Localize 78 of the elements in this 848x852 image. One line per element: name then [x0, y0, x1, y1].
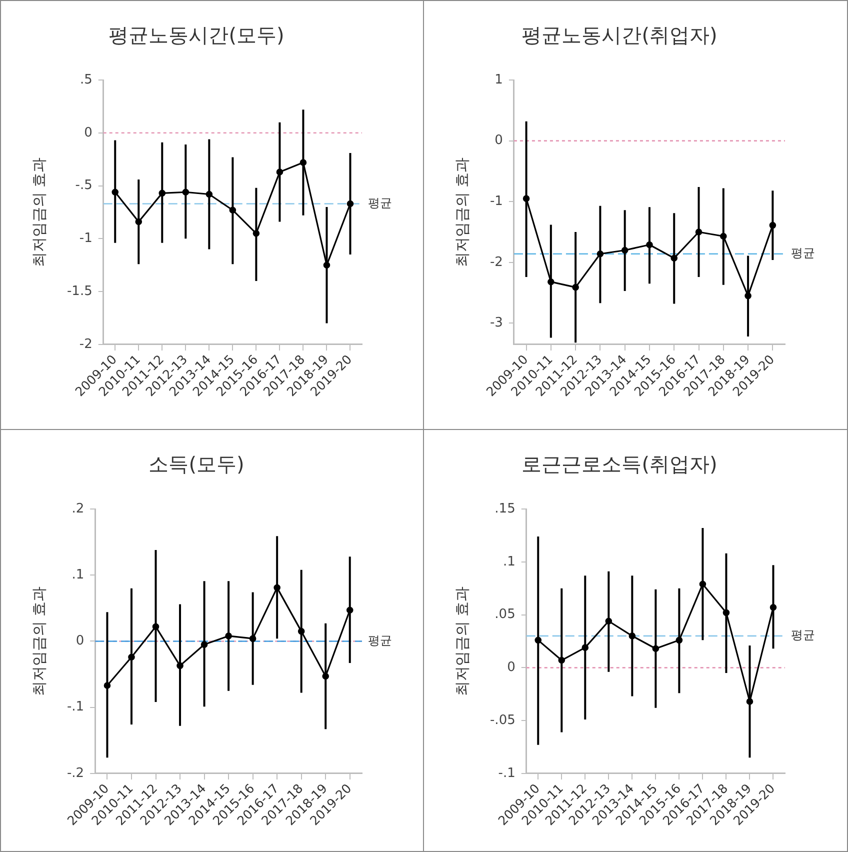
point [135, 218, 142, 226]
point [628, 632, 636, 640]
point [346, 200, 354, 208]
y-tick-label: -2 [490, 254, 503, 270]
y-tick-label: 0 [84, 125, 92, 140]
point [770, 604, 777, 611]
y-tick-label: .1 [72, 567, 84, 582]
y-tick-label: -.2 [66, 766, 84, 781]
y-tick-label: -.1 [66, 700, 84, 715]
y-tick-label: -1 [79, 231, 92, 246]
y-axis-title: 최저임금의 효과 [30, 157, 48, 268]
point [746, 698, 754, 705]
chart-title: 평균노동시간(취업자) [522, 23, 718, 48]
point [323, 262, 330, 269]
point [534, 636, 542, 644]
point [699, 580, 706, 588]
point [176, 662, 184, 670]
y-axis-title: 최저임금의 효과 [30, 586, 48, 696]
point [112, 188, 119, 196]
y-tick-label: 0 [494, 133, 503, 148]
y-tick-label: -1 [490, 194, 503, 209]
chart-title: 소득(모두) [148, 452, 244, 476]
y-tick-label: -.1 [498, 766, 516, 781]
point [322, 672, 330, 680]
point [276, 168, 284, 176]
y-tick-label: .2 [72, 501, 84, 516]
point [596, 250, 604, 258]
y-axis-title: 최저임금의 효과 [452, 157, 471, 268]
point [621, 246, 628, 254]
chart-title: 평균노동시간(모두) [108, 23, 284, 48]
point [206, 190, 213, 198]
point [572, 284, 579, 291]
point [558, 656, 566, 664]
y-tick-label: -.5 [75, 178, 92, 194]
point [582, 644, 589, 651]
point [182, 188, 190, 196]
y-tick-label: .1 [502, 554, 516, 570]
point [695, 228, 702, 236]
point [274, 584, 280, 592]
point [769, 222, 776, 229]
ref-line-label: 평균 [368, 633, 392, 648]
y-tick-label: -1.5 [66, 284, 92, 299]
chart-title: 로근근로소득(취업자) [522, 452, 718, 476]
y-tick-label: -2 [79, 336, 92, 352]
ref-line-label: 평균 [791, 628, 815, 642]
point [522, 195, 530, 202]
point [300, 159, 307, 166]
point [670, 254, 678, 262]
point [225, 632, 232, 640]
point [652, 645, 660, 652]
y-tick-label: -.05 [490, 712, 516, 728]
y-tick-label: .15 [494, 501, 516, 516]
point [152, 623, 160, 630]
point [720, 232, 727, 240]
point [229, 206, 236, 214]
point [200, 641, 208, 648]
y-tick-label: -3 [490, 316, 503, 331]
point [676, 636, 683, 644]
point [744, 292, 752, 300]
point [298, 628, 305, 635]
point [249, 635, 256, 642]
ref-line-label: 평균 [791, 246, 815, 260]
point [346, 606, 354, 614]
point [646, 241, 653, 248]
point [605, 618, 612, 625]
point [128, 654, 135, 660]
point [722, 609, 730, 616]
y-tick-label: 1 [494, 72, 503, 88]
point [548, 278, 554, 286]
point [104, 682, 111, 689]
y-tick-label: 0 [507, 660, 516, 676]
point [252, 230, 260, 237]
y-tick-label: .05 [494, 607, 516, 622]
point [158, 190, 166, 197]
y-tick-label: 0 [76, 634, 84, 649]
y-tick-label: .5 [80, 72, 92, 88]
y-axis-title: 최저임금의 효과 [452, 586, 471, 696]
ref-line-label: 평균 [368, 196, 392, 210]
